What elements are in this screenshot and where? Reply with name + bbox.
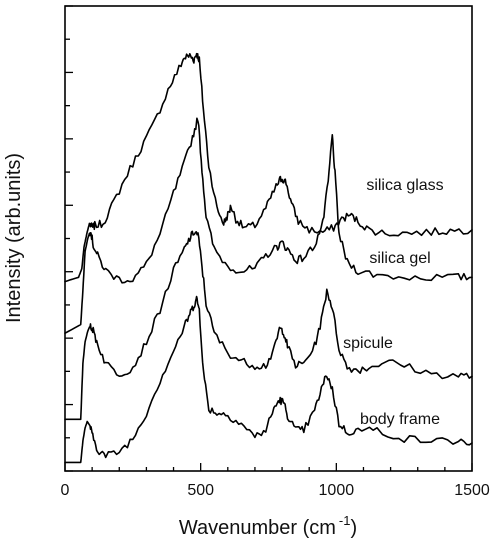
x-axis-label-superscript: -1 [339,513,351,528]
series-line-0 [64,52,473,283]
x-tick-label-0: 0 [61,482,70,499]
series-label-1: silica gel [369,250,430,267]
plot-frame [64,5,473,472]
series-label-3: body frame [360,411,440,428]
series-line-3 [64,295,473,464]
x-axis-label-main: Wavenumber (cm [179,517,336,539]
series-label-2: spicule [343,335,393,352]
series-layer [64,52,473,464]
series-label-layer: silica glass silica gel spicule body frame [343,177,444,428]
tick-layer: 0 500 1000 1500 [61,5,490,499]
x-tick-label-1: 500 [187,482,214,499]
series-line-1 [64,117,473,334]
x-tick-label-2: 1000 [319,482,355,499]
x-tick-label-3: 1500 [454,482,490,499]
series-label-0: silica glass [366,177,443,194]
series-line-2 [64,230,473,421]
y-axis-label: Intensity (arb.units) [3,153,25,323]
x-axis-label: Wavenumber (cm -1) [179,513,357,539]
x-axis-label-close: ) [350,517,357,539]
